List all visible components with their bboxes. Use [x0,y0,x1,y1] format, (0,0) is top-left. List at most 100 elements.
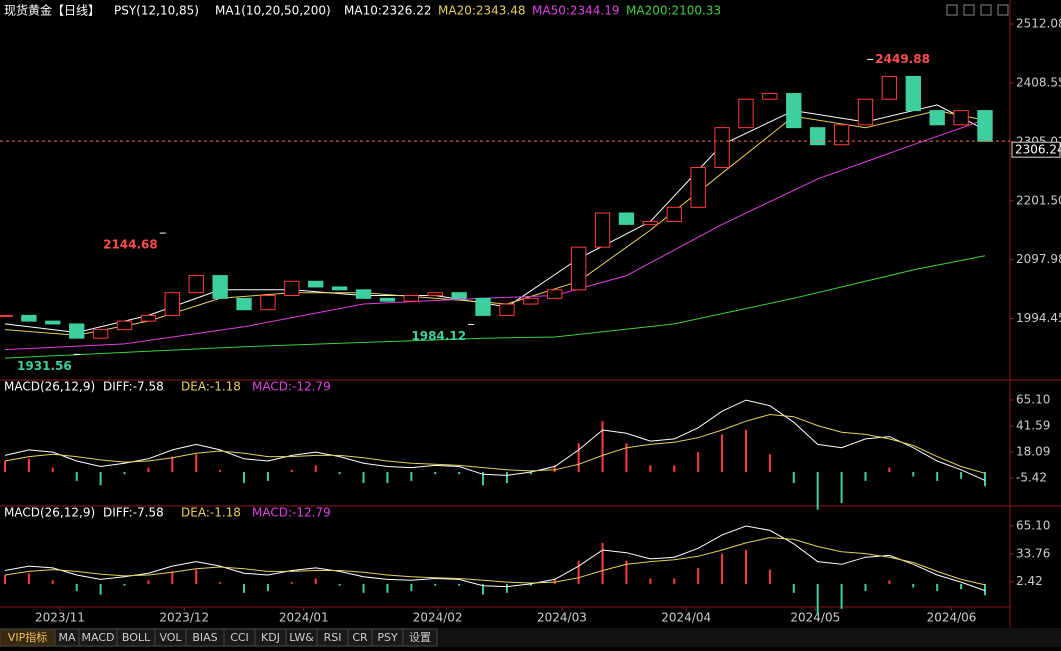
macd-bar [171,456,174,473]
header-item: MA10:2326.22 [344,4,432,18]
tab-label[interactable]: CR [352,631,368,644]
candle [499,303,515,316]
button[interactable] [963,4,975,16]
macd-bar [673,465,676,473]
macd-bar [744,550,747,584]
candle [929,110,945,126]
candle [0,314,13,317]
candle [738,98,754,129]
macd-bar [625,560,628,584]
candle [45,320,61,325]
candle [523,297,539,305]
y-tick-label: 65.10 [1016,518,1050,532]
candle [642,221,659,225]
x-tick-label: 2024/05 [790,611,840,625]
macd-bar [434,472,437,475]
macd-bar [721,553,724,584]
tab-label[interactable]: PSY [377,631,398,644]
macd-bar [243,472,246,484]
macd-bar [529,583,532,586]
macd-bar [505,472,508,484]
candle [260,295,276,311]
macd-bar [123,472,126,475]
macd-bar [601,421,604,473]
tab[interactable] [402,628,438,647]
macd-bar [51,467,54,473]
tab-label[interactable]: CCI [230,631,249,644]
button[interactable] [997,4,1009,16]
macd-bar [219,582,222,584]
macd-bar [840,472,843,504]
macd-bar [768,569,771,584]
macd-bar [792,583,795,593]
macd-bar [147,580,150,584]
macd-bar [27,573,30,584]
y-tick-label: 1994.45 [1016,311,1061,325]
tab-label[interactable]: RSI [324,631,342,644]
macd-bar [338,472,341,475]
candle [690,166,706,208]
macd-bar [792,472,795,484]
candle [379,297,396,302]
tab-label[interactable]: BIAS [192,631,217,644]
candle [188,275,204,294]
macd-bar [697,452,700,473]
candle [810,127,826,146]
macd-bar [505,583,508,593]
tab-label[interactable]: 设置 [409,631,431,644]
x-tick-label: 2023/11 [35,611,85,625]
header-item: MA200:2100.33 [626,4,721,18]
macd-bar [410,583,413,592]
tab-label[interactable]: VOL [159,631,182,644]
macd-bar [75,583,78,592]
candle [666,206,682,223]
candle [570,246,587,291]
candle [881,75,898,100]
candle [427,292,443,297]
macd-bar [984,472,986,487]
x-tick-label: 2024/04 [661,611,711,625]
y-tick-label: 18.09 [1016,445,1050,459]
indicator-line [4,537,986,586]
tab-label[interactable]: BOLL [122,631,151,644]
macd-bar [290,582,293,584]
macd-bar [195,569,198,584]
candle [953,110,969,126]
extreme-label: 2449.88 [875,52,930,66]
tab-label[interactable]: KDJ [261,631,280,644]
candle [92,329,109,339]
button[interactable] [980,4,992,16]
candle [762,93,778,100]
tab-label[interactable]: MACD [82,631,115,644]
x-tick-label: 2024/01 [279,611,329,625]
macd-bar [816,472,819,510]
button[interactable] [946,4,958,16]
macd-bar [816,583,819,615]
tab-label[interactable]: MA [58,631,75,644]
macd-bar [864,583,867,592]
y-tick-label: 2512.08 [1016,17,1061,31]
candle [714,127,730,168]
macd-bar [984,583,986,596]
y-tick-label: 2201.50 [1016,193,1061,207]
indicator-legend: DIFF:-7.58 [103,380,164,394]
tab-label[interactable]: LW& [289,631,314,644]
macd-bar [195,454,198,473]
candle [451,292,467,299]
candle [284,280,300,296]
candle [618,212,635,225]
x-tick-label: 2024/06 [927,611,977,625]
macd-bar [27,458,30,473]
y-tick-label: -5.42 [1016,471,1047,485]
macd-bar [219,469,222,473]
indicator-line [4,255,986,359]
macd-bar [960,583,963,590]
macd-bar [840,583,843,609]
candle [116,320,133,331]
macd-bar [51,580,54,584]
macd-bar [99,472,102,486]
tab-label[interactable]: VIP指标 [8,630,47,644]
last-price-label: 2306.24 [1015,143,1061,157]
macd-bar [290,469,293,473]
